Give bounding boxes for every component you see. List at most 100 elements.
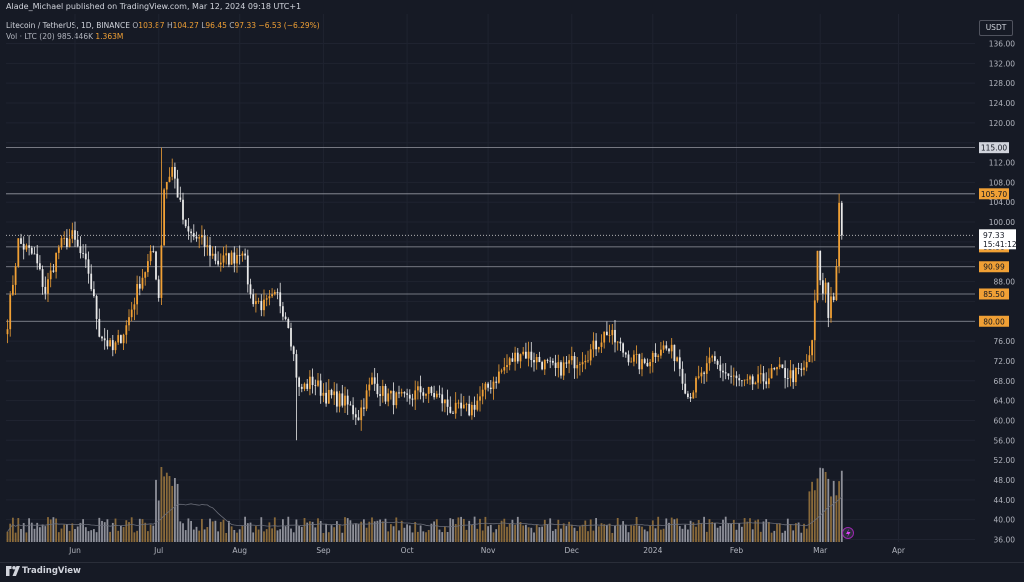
volume-bar — [562, 523, 565, 542]
volume-bar — [93, 529, 95, 542]
candle-body — [238, 254, 241, 256]
volume-bar — [738, 523, 741, 542]
volume-bar — [282, 519, 284, 542]
candle-body — [797, 367, 800, 369]
level-label-box — [979, 315, 1009, 327]
volume-bar — [41, 524, 44, 542]
volume-bar — [549, 518, 552, 542]
candle-body — [581, 362, 584, 365]
price-chart[interactable]: 36.00 40.00 44.00 48.00 52.00 56.00 60.00 64.00… — [0, 0, 1024, 562]
candle-body — [322, 392, 325, 396]
candle-body — [9, 294, 12, 330]
volume-bar — [735, 529, 738, 542]
candle-body — [6, 329, 9, 335]
price-tick-label: 44.00 — [994, 496, 1016, 505]
price-tick-label: 60.00 — [994, 416, 1016, 425]
volume-bar — [33, 528, 36, 542]
volume-bar — [271, 528, 273, 542]
volume-bar — [52, 517, 55, 542]
volume-bar — [292, 532, 295, 542]
candle-body — [14, 266, 17, 285]
tradingview-logo-icon[interactable] — [6, 566, 20, 576]
candle-body — [516, 352, 519, 362]
candle-body — [538, 356, 541, 363]
candle-body — [819, 250, 822, 281]
volume-bar — [668, 522, 670, 542]
tradingview-brand[interactable]: TradingView — [22, 566, 81, 576]
candle-body — [130, 309, 133, 318]
volume-bar — [808, 491, 811, 542]
candle-body — [68, 238, 71, 247]
volume-bar — [446, 531, 449, 542]
volume-bar — [363, 519, 365, 542]
volume-bar — [581, 524, 584, 542]
volume-bar — [265, 529, 268, 542]
price-tick-label: 88.00 — [994, 278, 1016, 287]
candle-body — [603, 331, 606, 343]
candle-body — [795, 367, 797, 383]
volume-bar — [66, 524, 68, 542]
volume-label[interactable]: Vol · LTC (20) — [6, 32, 55, 41]
price-tick-label: 132.00 — [989, 59, 1015, 68]
candle-body — [246, 255, 249, 285]
volume-bar — [179, 521, 182, 542]
horizontal-levels — [6, 147, 975, 322]
candle-body — [271, 294, 273, 297]
candle-body — [792, 370, 795, 383]
volume-bar — [298, 526, 300, 542]
volume-bar — [651, 520, 654, 542]
volume-bar — [9, 523, 12, 542]
volume-bar — [665, 518, 668, 542]
volume-bar — [525, 524, 527, 542]
volume-bar — [427, 529, 430, 542]
level-label-box — [979, 261, 1009, 273]
candle-body — [719, 364, 722, 371]
volume-bar — [757, 519, 759, 542]
candle-body — [317, 380, 319, 386]
candle-body — [252, 294, 255, 305]
candle-body — [425, 393, 427, 396]
volume-bar — [741, 526, 743, 542]
candle-body — [311, 376, 314, 385]
volume-bar — [163, 476, 165, 542]
volume-bar — [344, 517, 346, 542]
candle-body — [757, 374, 759, 383]
level-label-box — [979, 188, 1009, 200]
attribution-text: Alade_Michael published on TradingView.c… — [6, 2, 302, 11]
candle-body — [363, 407, 365, 409]
close-value: 97.33 — [234, 21, 257, 30]
candle-body — [657, 355, 660, 357]
volume-bar — [587, 531, 589, 542]
candle-body — [147, 261, 149, 273]
candle-body — [554, 362, 557, 368]
candle-body — [152, 251, 155, 252]
candle-body — [71, 230, 74, 239]
level-label-box — [979, 142, 1009, 154]
volume-bar — [219, 521, 222, 542]
symbol-name[interactable]: Litecoin / TetherUS, 1D, BINANCE — [6, 21, 130, 30]
volume-bar — [49, 519, 52, 542]
volume-bar — [330, 525, 333, 542]
volume-bar — [789, 524, 792, 542]
candle-body — [487, 383, 489, 388]
volume-bar — [71, 523, 74, 542]
volume-bar — [87, 531, 90, 542]
candle-body — [573, 356, 576, 369]
volume-bar — [12, 517, 14, 542]
volume-bar — [600, 523, 603, 542]
currency-button[interactable]: USDT — [979, 20, 1013, 36]
candle-body — [452, 412, 454, 414]
volume-bar — [319, 520, 322, 542]
lightning-icon — [842, 527, 854, 539]
candle-body — [738, 378, 741, 381]
candle-body — [427, 387, 430, 394]
volume-bar — [381, 521, 384, 542]
volume-bar — [511, 519, 514, 542]
candle-body — [314, 384, 317, 386]
candle-body — [122, 334, 125, 344]
volume-bar — [174, 477, 176, 542]
volume-bar — [408, 525, 411, 542]
volume-bar — [74, 529, 76, 542]
volume-bar — [838, 481, 840, 542]
volume-bar — [136, 530, 138, 542]
